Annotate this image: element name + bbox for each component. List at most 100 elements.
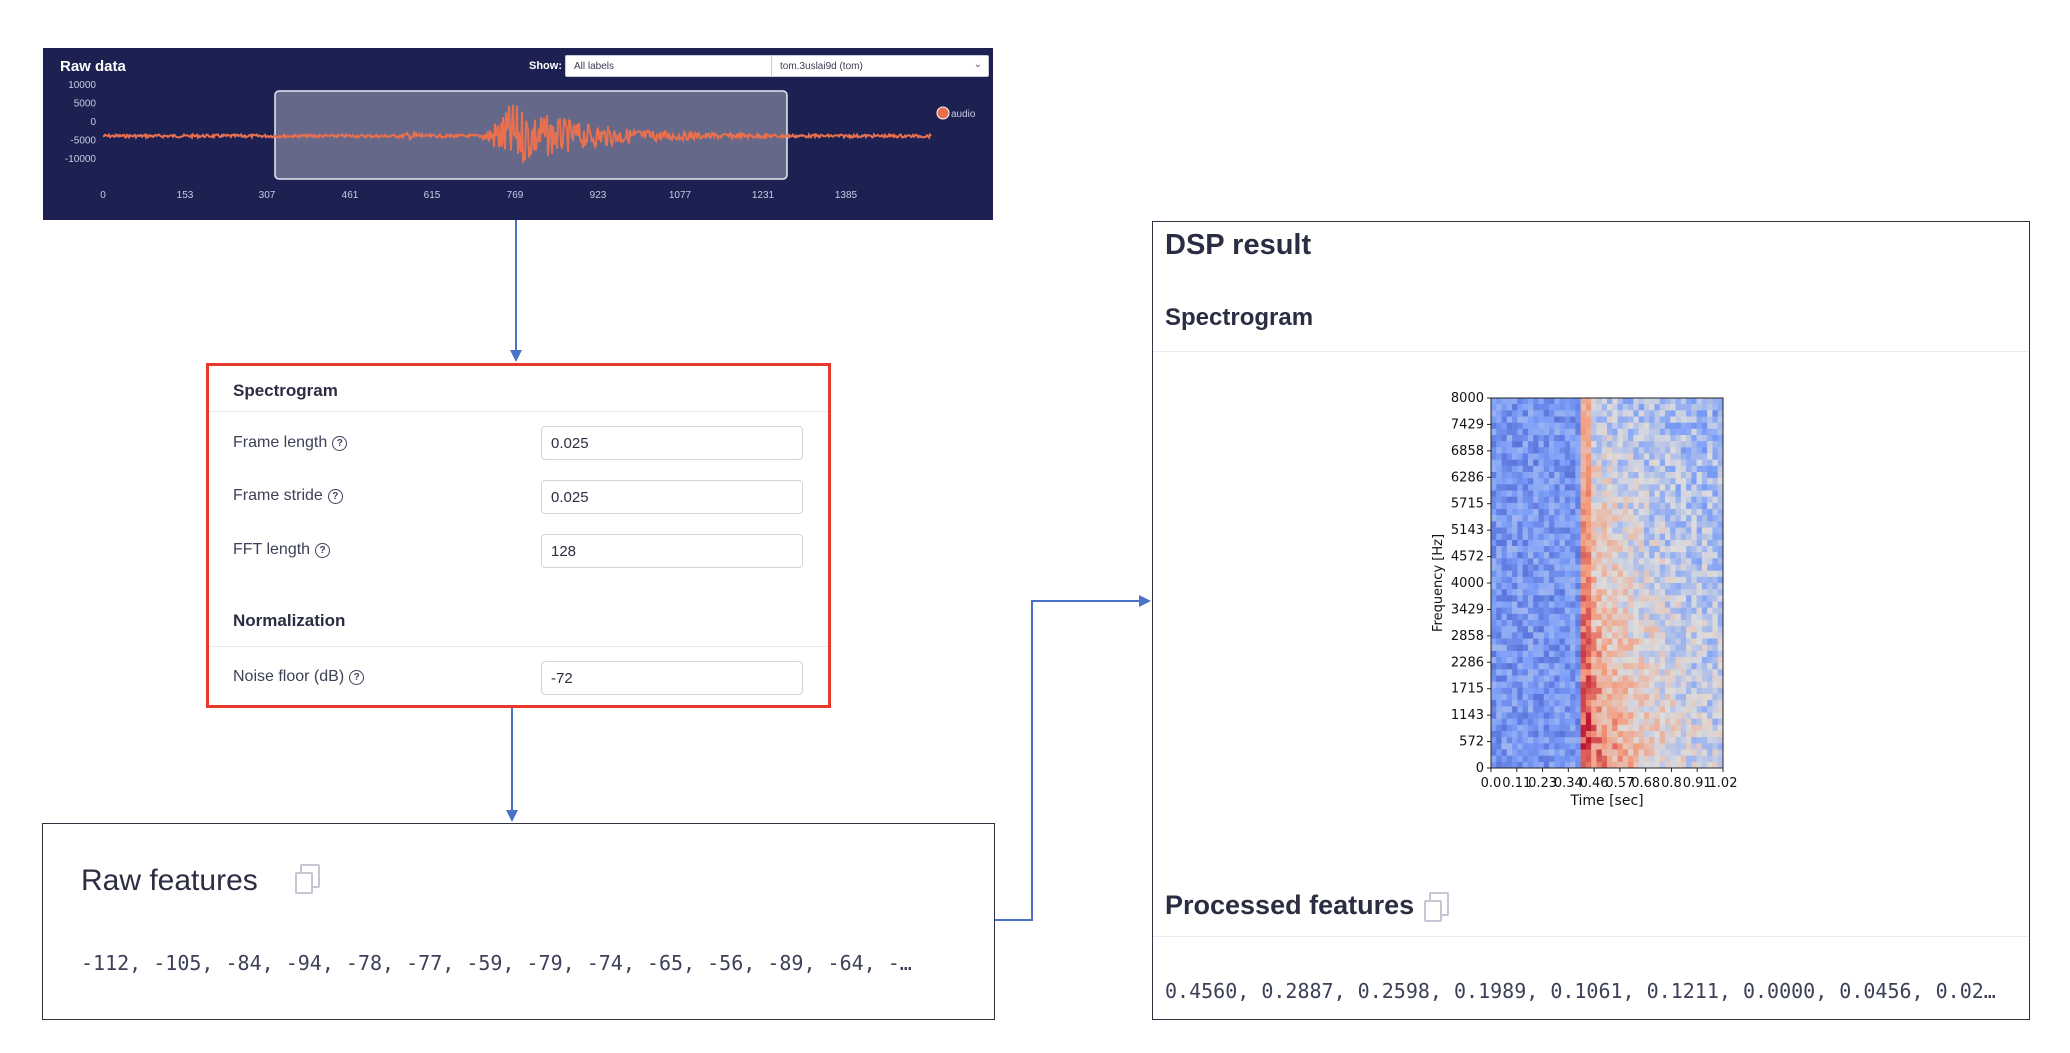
frame-stride-input[interactable]: 0.025	[541, 480, 803, 514]
heatmap-cell	[1580, 509, 1587, 516]
heatmap-cell	[1522, 428, 1529, 436]
heatmap-cell	[1580, 428, 1587, 436]
help-icon[interactable]: ?	[332, 436, 348, 451]
heatmap-cell	[1686, 502, 1692, 510]
heatmap-cell	[1575, 527, 1581, 534]
heatmap-cell	[1633, 663, 1639, 670]
labels-select[interactable]: All labels ⌄	[565, 55, 785, 77]
heatmap-cell	[1512, 657, 1518, 664]
heatmap-cell	[1564, 533, 1571, 541]
heatmap-cell	[1496, 687, 1502, 695]
heatmap-cell	[1628, 700, 1634, 707]
heatmap-cell	[1580, 632, 1587, 639]
heatmap-cell	[1633, 687, 1639, 695]
heatmap-cell	[1680, 435, 1687, 442]
heatmap-cell	[1717, 533, 1724, 541]
heatmap-cell	[1633, 694, 1639, 701]
help-icon[interactable]: ?	[349, 670, 365, 685]
heatmap-cell	[1633, 712, 1639, 719]
heatmap-cell	[1712, 546, 1719, 553]
heatmap-cell	[1564, 459, 1571, 467]
frame-length-input[interactable]: 0.025	[541, 426, 803, 460]
heatmap-cell	[1522, 669, 1529, 676]
heatmap-cell	[1654, 502, 1661, 510]
heatmap-cell	[1501, 459, 1508, 467]
heatmap-cell	[1654, 465, 1661, 473]
heatmap-cell	[1559, 613, 1566, 621]
heatmap-cell	[1659, 669, 1666, 676]
heatmap-cell	[1665, 428, 1671, 436]
heatmap-cell	[1691, 564, 1697, 571]
heatmap-cell	[1601, 650, 1608, 658]
heatmap-cell	[1522, 552, 1529, 559]
heatmap-cell	[1512, 564, 1518, 571]
heatmap-cell	[1559, 496, 1566, 504]
heatmap-cell	[1607, 465, 1613, 473]
heatmap-cell	[1643, 552, 1650, 559]
heatmap-cell	[1628, 447, 1634, 454]
heatmap-cell	[1591, 527, 1597, 534]
heatmap-cell	[1670, 632, 1676, 639]
fft-length-input[interactable]: 128	[541, 534, 803, 568]
heatmap-cell	[1638, 681, 1645, 689]
heatmap-cell	[1506, 644, 1513, 652]
heatmap-cell	[1517, 502, 1523, 510]
heatmap-cell	[1617, 398, 1624, 405]
heatmap-cell	[1496, 422, 1502, 430]
heatmap-cell	[1712, 552, 1719, 559]
noise-floor-input[interactable]: -72	[541, 661, 803, 695]
heatmap-cell	[1701, 700, 1708, 707]
heatmap-cell	[1659, 724, 1666, 732]
heatmap-cell	[1591, 410, 1597, 417]
heatmap-cell	[1517, 583, 1523, 590]
heatmap-cell	[1680, 502, 1687, 510]
heatmap-cell	[1649, 478, 1655, 485]
heatmap-cell	[1654, 546, 1661, 553]
heatmap-cell	[1612, 595, 1618, 602]
heatmap-cell	[1491, 663, 1497, 670]
heatmap-cell	[1585, 620, 1592, 627]
heatmap-cell	[1491, 478, 1497, 485]
heatmap-cell	[1612, 718, 1618, 726]
heatmap-cell	[1517, 694, 1523, 701]
heatmap-cell	[1691, 502, 1697, 510]
heatmap-cell	[1570, 410, 1576, 417]
heatmap-cell	[1643, 558, 1650, 565]
heatmap-cell	[1496, 558, 1502, 565]
heatmap-cell	[1617, 595, 1624, 602]
heatmap-cell	[1570, 576, 1576, 584]
heatmap-cell	[1517, 706, 1523, 713]
heatmap-cell	[1522, 515, 1529, 522]
heatmap-cell	[1654, 422, 1661, 430]
heatmap-cell	[1612, 478, 1618, 485]
heatmap-cell	[1712, 465, 1719, 473]
heatmap-cell	[1612, 546, 1618, 553]
heatmap-cell	[1496, 669, 1502, 676]
heatmap-cell	[1696, 564, 1703, 571]
heatmap-cell	[1517, 435, 1523, 442]
heatmap-cell	[1591, 589, 1597, 596]
heatmap-cell	[1612, 749, 1618, 756]
heatmap-cell	[1712, 398, 1719, 405]
heatmap-cell	[1491, 681, 1497, 689]
heatmap-cell	[1543, 607, 1550, 615]
heatmap-cell	[1675, 595, 1682, 602]
sample-select[interactable]: tom.3uslai9d (tom) ⌄	[771, 55, 989, 77]
help-icon[interactable]: ?	[327, 489, 343, 504]
copy-icon[interactable]	[1424, 892, 1449, 922]
heatmap-cell	[1665, 632, 1671, 639]
heatmap-cell	[1617, 509, 1624, 516]
heatmap-cell	[1617, 410, 1624, 417]
heatmap-cell	[1491, 472, 1497, 479]
copy-icon[interactable]	[295, 864, 320, 894]
heatmap-cell	[1670, 410, 1676, 417]
heatmap-cell	[1622, 509, 1629, 516]
heatmap-cell	[1517, 515, 1523, 522]
help-icon[interactable]: ?	[315, 543, 331, 558]
heatmap-cell	[1691, 539, 1697, 547]
heatmap-cell	[1643, 613, 1650, 621]
heatmap-cell	[1543, 657, 1550, 664]
heatmap-cell	[1654, 496, 1661, 504]
heatmap-cell	[1696, 731, 1703, 738]
heatmap-cell	[1517, 712, 1523, 719]
